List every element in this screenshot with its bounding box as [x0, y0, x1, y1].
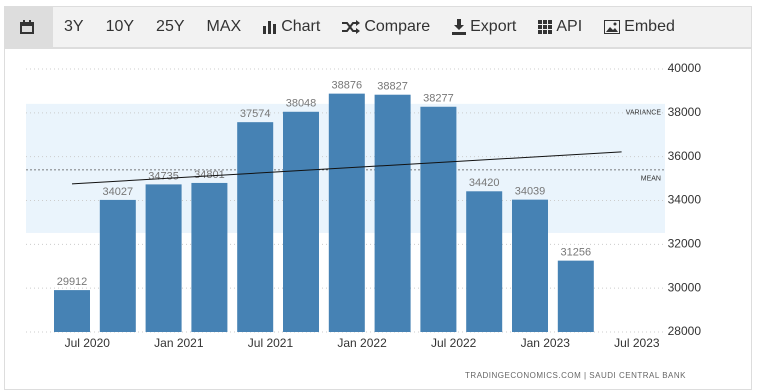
calendar-button[interactable] [5, 7, 53, 47]
bar [557, 260, 594, 332]
y-tick-label: 36000 [668, 149, 702, 163]
range-button[interactable]: MAX [206, 18, 242, 35]
chart: TRADINGECONOMICS.COM | SAUDI CENTRAL BAN… [4, 48, 752, 390]
value-label: 38048 [286, 98, 317, 110]
label: Chart [281, 18, 321, 35]
api-button[interactable]: API [527, 7, 593, 47]
x-tick-label: Jan 2021 [154, 336, 204, 350]
label: Embed [624, 18, 675, 35]
embed-button[interactable]: Embed [593, 7, 686, 47]
y-tick-label: 32000 [668, 237, 702, 251]
value-label: 34039 [515, 186, 546, 198]
label: Export [470, 18, 517, 35]
range-button[interactable]: 10Y [105, 18, 135, 35]
range-button[interactable]: 25Y [156, 18, 185, 35]
x-tick-label: Jul 2023 [614, 336, 660, 350]
export-button[interactable]: Export [441, 7, 527, 47]
value-label: 38277 [423, 93, 454, 105]
x-tick-label: Jul 2022 [431, 336, 477, 350]
bar [466, 191, 503, 332]
label: API [556, 18, 583, 35]
x-tick-label: Jan 2023 [521, 336, 571, 350]
y-tick-label: 38000 [668, 105, 702, 119]
value-label: 34735 [148, 170, 179, 182]
x-tick-label: Jul 2020 [65, 336, 111, 350]
x-tick-label: Jan 2022 [337, 336, 387, 350]
toolbar: 3Y 10Y 25Y MAX Chart Compare Export API … [4, 6, 752, 48]
bar [54, 290, 90, 332]
bar [145, 184, 182, 332]
variance-label: VARIANCE [626, 110, 662, 117]
value-label: 34801 [194, 169, 225, 181]
bar [512, 199, 548, 332]
bar [283, 111, 319, 332]
bar [99, 199, 136, 332]
range-button[interactable]: 3Y [64, 18, 84, 35]
compare-button[interactable]: Compare [331, 7, 441, 47]
y-tick-label: 40000 [668, 61, 702, 75]
chart-button[interactable]: Chart [252, 7, 331, 47]
bar [237, 122, 274, 332]
bar [328, 93, 365, 332]
x-tick-label: Jul 2021 [248, 336, 294, 350]
bar [420, 106, 457, 332]
bar [374, 94, 411, 332]
y-tick-label: 34000 [668, 193, 702, 207]
value-label: 31256 [561, 247, 592, 259]
bar [191, 182, 228, 332]
value-label: 38827 [377, 81, 408, 93]
value-label: 34420 [469, 177, 500, 189]
value-label: 38876 [332, 80, 363, 92]
value-label: 37574 [240, 108, 271, 120]
mean-label: MEAN [641, 176, 661, 183]
y-tick-label: 28000 [668, 324, 702, 338]
value-label: 29912 [57, 276, 88, 288]
y-tick-label: 30000 [668, 280, 702, 294]
value-label: 34027 [103, 186, 134, 198]
source: TRADINGECONOMICS.COM | SAUDI CENTRAL BAN… [465, 371, 686, 380]
label: Compare [364, 18, 431, 35]
trend-line [71, 151, 622, 185]
